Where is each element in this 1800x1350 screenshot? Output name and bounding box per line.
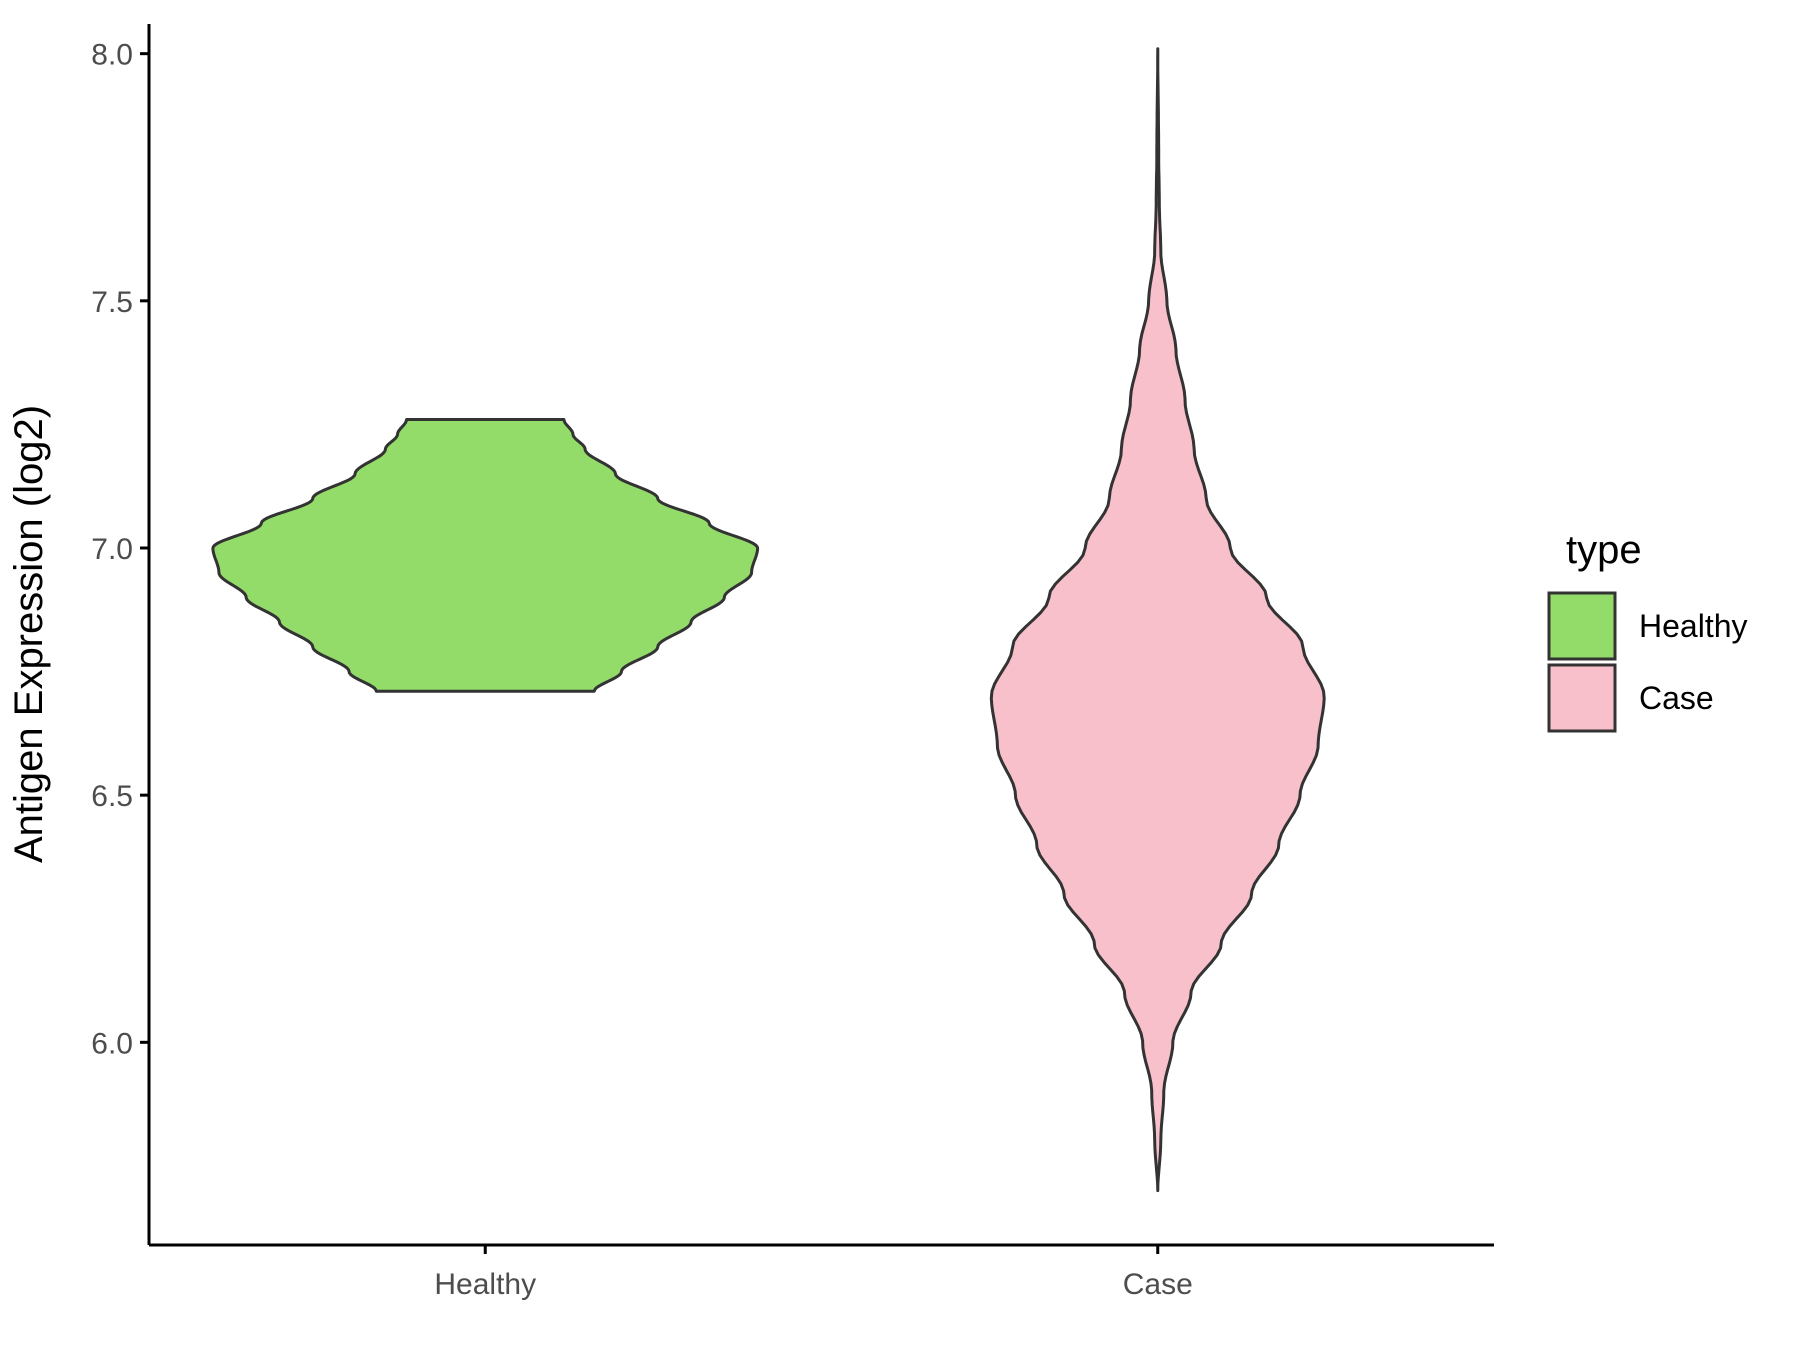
legend-label: Healthy	[1639, 608, 1748, 644]
y-axis-title: Antigen Expression (log2)	[7, 405, 51, 863]
legend-title: type	[1566, 528, 1642, 572]
x-tick-label: Case	[1123, 1268, 1193, 1301]
y-tick-label: 6.5	[91, 780, 133, 813]
legend: type Healthy Case	[1547, 528, 1748, 733]
x-tick-label: Healthy	[434, 1268, 536, 1301]
y-tick-label: 6.0	[91, 1027, 133, 1060]
y-ticks: 6.0 6.5 7.0 7.5 8.0	[91, 39, 149, 1060]
legend-swatch	[1547, 591, 1617, 661]
violin-group	[211, 47, 1326, 1193]
y-tick-label: 7.5	[91, 286, 133, 319]
violin-healthy	[211, 418, 760, 693]
legend-label: Case	[1639, 680, 1714, 716]
y-tick-label: 8.0	[91, 39, 133, 72]
x-ticks: Healthy Case	[434, 1245, 1193, 1301]
y-tick-label: 7.0	[91, 533, 133, 566]
violin-case	[989, 47, 1326, 1193]
legend-swatch	[1547, 663, 1617, 733]
